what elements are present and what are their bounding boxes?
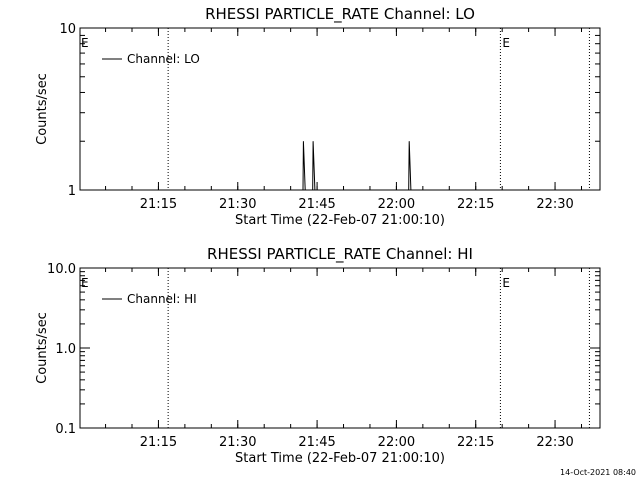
x-tick-label: 22:15 bbox=[457, 197, 494, 212]
legend-entry: Channel: LO bbox=[127, 52, 200, 66]
x-tick-label: 21:15 bbox=[140, 435, 177, 450]
legend-entry: Channel: HI bbox=[127, 292, 197, 306]
series-line bbox=[312, 141, 316, 191]
footer-timestamp: 14-Oct-2021 08:40 bbox=[560, 468, 636, 477]
y-tick-label: 0.1 bbox=[55, 422, 76, 437]
x-tick-label: 22:15 bbox=[457, 435, 494, 450]
panel-1: RHESSI PARTICLE_RATE Channel: LO 21:15 21:… bbox=[35, 5, 601, 228]
x-tick-label: 21:30 bbox=[219, 435, 256, 450]
y-tick-label: 10 bbox=[59, 22, 76, 37]
event-marker-label: E bbox=[502, 276, 510, 290]
x-tick-label: 22:00 bbox=[378, 197, 415, 212]
plot-frame bbox=[79, 27, 601, 191]
x-axis-label: Start Time (22-Feb-07 21:00:10) bbox=[235, 213, 445, 228]
panel-2: RHESSI PARTICLE_RATE Channel: HI 21:15 21:… bbox=[35, 245, 601, 466]
series-line bbox=[302, 141, 306, 191]
chart-title: RHESSI PARTICLE_RATE Channel: LO bbox=[205, 5, 475, 24]
edge-marker-label: E bbox=[81, 276, 89, 290]
edge-marker-label: E bbox=[81, 36, 89, 50]
series-line bbox=[408, 141, 412, 191]
x-tick-label: 21:30 bbox=[219, 197, 256, 212]
event-marker-label: E bbox=[502, 36, 510, 50]
y-tick-label: 1.0 bbox=[55, 342, 76, 357]
x-tick-label: 21:45 bbox=[298, 435, 335, 450]
y-axis-label: Counts/sec bbox=[35, 312, 50, 384]
chart-title: RHESSI PARTICLE_RATE Channel: HI bbox=[207, 245, 473, 264]
y-tick-label: 1 bbox=[68, 184, 76, 199]
x-tick-label: 21:15 bbox=[140, 197, 177, 212]
y-axis-label: Counts/sec bbox=[35, 73, 50, 145]
x-tick-label: 22:30 bbox=[536, 197, 573, 212]
x-tick-label: 22:30 bbox=[536, 435, 573, 450]
y-tick-label: 10.0 bbox=[47, 262, 76, 277]
x-tick-label: 22:00 bbox=[378, 435, 415, 450]
x-axis-label: Start Time (22-Feb-07 21:00:10) bbox=[235, 451, 445, 466]
x-tick-label: 21:45 bbox=[298, 197, 335, 212]
